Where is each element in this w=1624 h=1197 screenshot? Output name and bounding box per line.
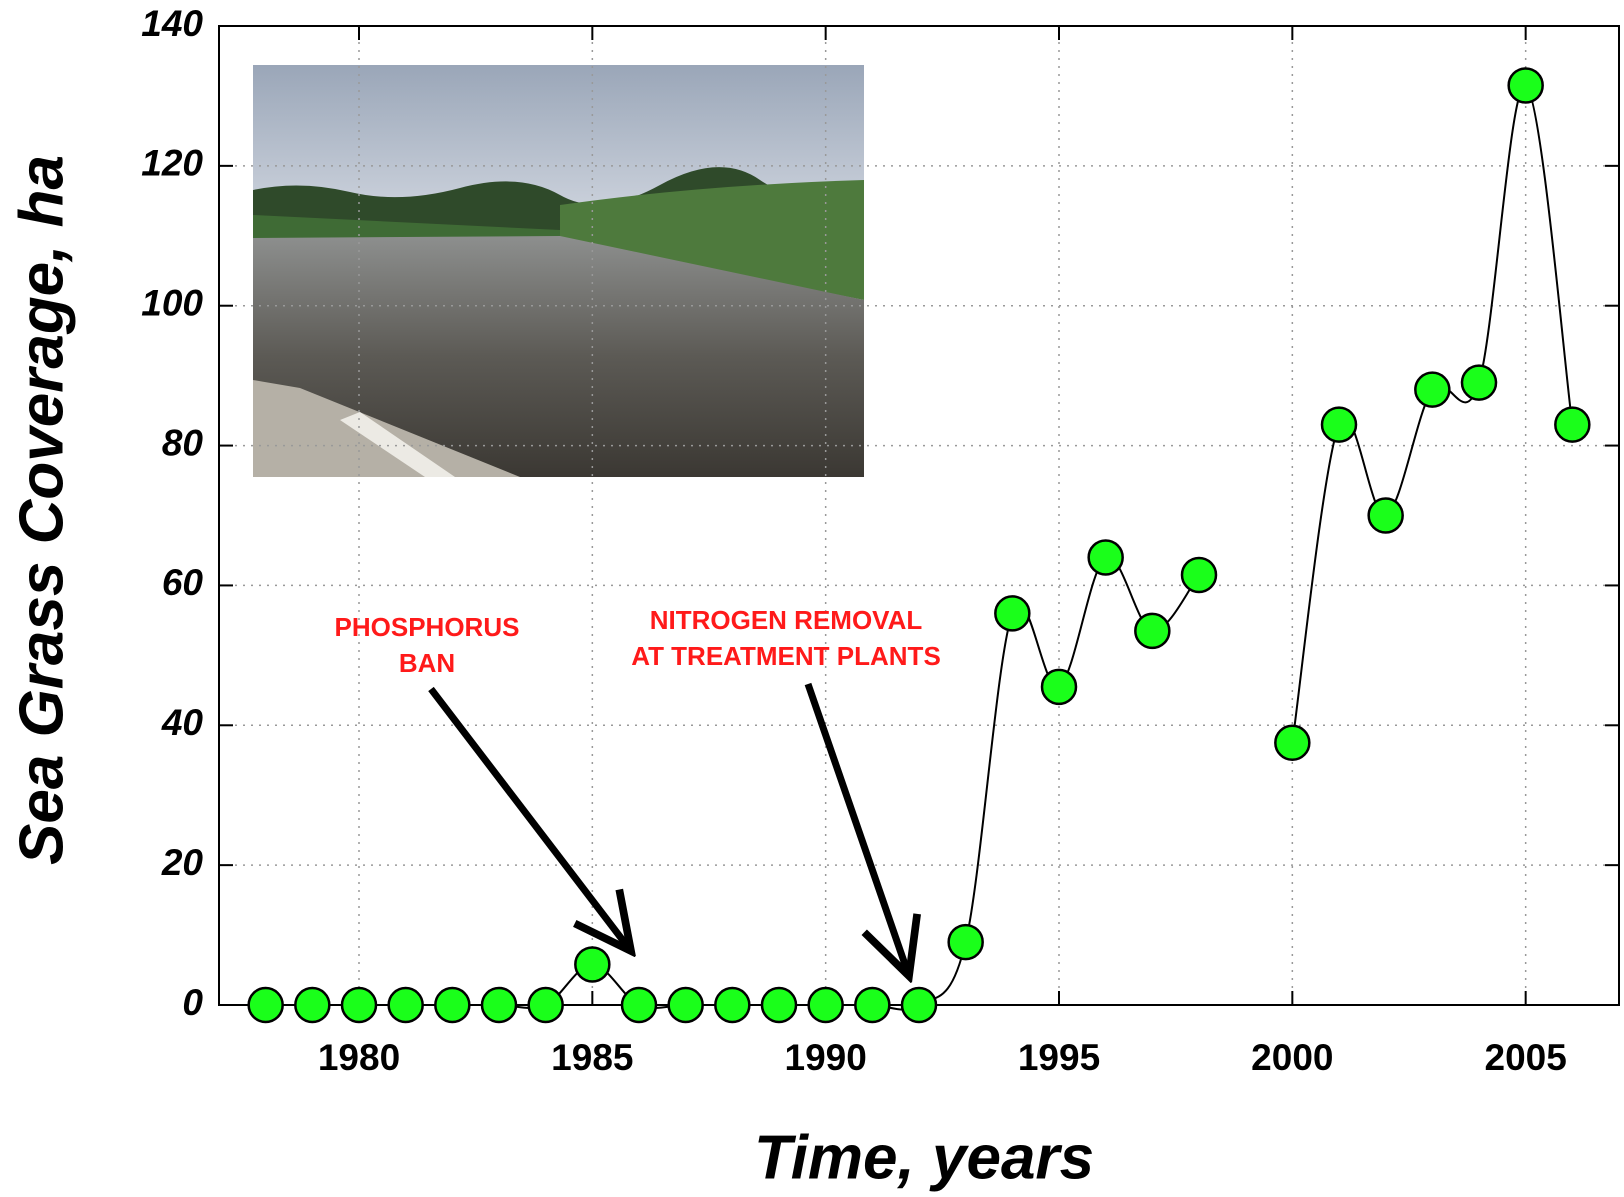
data-point (620, 986, 658, 1024)
data-point (294, 986, 331, 1024)
y-tick-label: 140 (141, 3, 203, 44)
data-point (994, 595, 1031, 632)
data-point (714, 986, 751, 1024)
data-point (900, 986, 938, 1024)
data-point (1460, 364, 1498, 401)
data-point (387, 986, 424, 1024)
data-point (434, 986, 471, 1024)
y-tick-label: 120 (141, 143, 203, 184)
x-tick-label: 1995 (1018, 1037, 1100, 1078)
x-tick-label: 2005 (1485, 1037, 1567, 1078)
y-tick-label: 0 (182, 982, 203, 1023)
data-point (854, 986, 891, 1024)
data-point (1554, 406, 1591, 443)
y-tick-label: 40 (161, 702, 204, 743)
data-point (480, 986, 518, 1024)
photo-inset (253, 65, 864, 477)
data-point (1274, 724, 1311, 762)
annotation: AT TREATMENT PLANTS (631, 641, 941, 671)
x-axis-label: Time, years (754, 1123, 1094, 1192)
data-point (340, 986, 378, 1024)
data-point (527, 986, 564, 1024)
y-tick-label: 100 (141, 282, 203, 323)
annotation-arrow (428, 686, 631, 951)
y-tick-label: 80 (162, 422, 204, 463)
data-point (1180, 556, 1218, 594)
data-point (247, 986, 284, 1024)
data-point (1320, 406, 1358, 443)
x-tick-label: 1990 (785, 1037, 867, 1078)
data-point (947, 923, 984, 961)
data-point (1087, 539, 1124, 576)
data-point (1367, 497, 1404, 534)
data-point (807, 986, 844, 1024)
annotation: PHOSPHORUS (335, 612, 520, 642)
data-point (760, 986, 798, 1024)
data-point (667, 986, 704, 1024)
x-tick-label: 1980 (318, 1037, 400, 1078)
x-tick-label: 2000 (1251, 1037, 1333, 1078)
y-tick-label: 60 (162, 562, 204, 603)
y-tick-label: 20 (161, 842, 204, 883)
annotation-arrow (804, 682, 909, 976)
data-point (574, 946, 611, 983)
data-point (1414, 371, 1451, 408)
data-point (1040, 668, 1078, 706)
y-axis-label: Sea Grass Coverage, ha (7, 155, 76, 865)
annotation: BAN (399, 648, 455, 678)
data-point (1507, 67, 1544, 104)
data-point (1134, 612, 1171, 650)
x-tick-label: 1985 (551, 1037, 633, 1078)
annotation: NITROGEN REMOVAL (650, 605, 923, 635)
